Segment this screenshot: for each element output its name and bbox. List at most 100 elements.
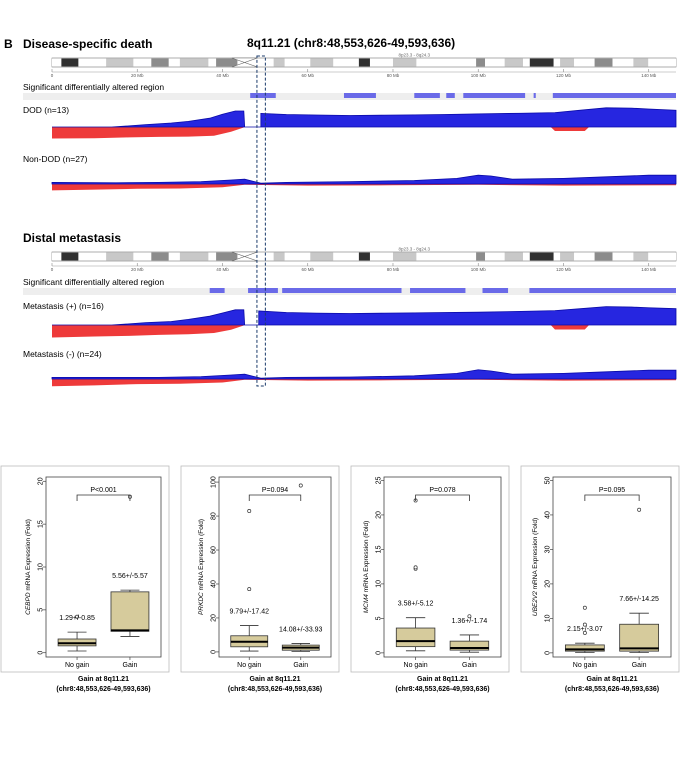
coordinate-tick-label: 20 Mb (131, 267, 144, 272)
chromosome-band (529, 58, 554, 67)
coordinate-tick-label: 80 Mb (387, 73, 400, 78)
band-label: 8p23.3 - 8q24.3 (399, 247, 431, 252)
significant-region (343, 93, 376, 98)
coordinate-tick-label: 40 Mb (216, 267, 229, 272)
gain-area (51, 369, 677, 380)
chromosome-band (358, 252, 370, 261)
pvalue-label: P<0.001 (90, 487, 116, 494)
pvalue-label: P=0.094 (262, 487, 288, 494)
outlier-point (413, 565, 418, 570)
mean-sd-annotation: 1.36+/-1.74 (452, 618, 488, 625)
box-iqr (449, 640, 490, 651)
chromosome-band (284, 58, 311, 67)
x-tick-label: No gain (573, 662, 597, 669)
profile-section-2: 8p23.3 - 8q24.3 0 20 Mb 40 Mb 60 Mb 80 Mb 100 … (23, 247, 677, 387)
coordinate-tick-label: 60 Mb (301, 267, 314, 272)
chromosome-band (594, 58, 613, 67)
region-title: 8q11.21 (chr8:48,553,626-49,593,636) (247, 36, 455, 50)
y-axis-label-gene: CEBPD (25, 592, 32, 615)
y-tick-label: 15 (38, 520, 45, 528)
chromosome-band (560, 58, 575, 67)
coordinate-tick-label: 120 Mb (556, 267, 572, 272)
x-axis-label-line1: Gain at 8q11.21 (587, 676, 638, 683)
y-axis-label: PRKDC mRNA Expression (Fold) (198, 519, 205, 615)
chromosome-band (560, 252, 575, 261)
outlier-point (247, 587, 252, 592)
outlier-point (298, 483, 303, 488)
centromere (231, 57, 258, 68)
chromosome-band (273, 58, 285, 67)
significant-region (209, 288, 225, 293)
coordinate-tick-label: 20 Mb (131, 73, 144, 78)
boxplots: 0 5 10 15 20 CEBPD mRNA Expression (Fold) 1.29… (0, 465, 680, 693)
chromosome-band (333, 252, 359, 261)
y-axis-label: UBE2V2 mRNA Expression (Fold) (532, 518, 539, 616)
x-tick-label: No gain (65, 662, 89, 669)
centromere (231, 251, 258, 262)
mean-sd-annotation: 14.08+/-33.93 (279, 626, 323, 633)
coordinate-tick-label: 140 Mb (641, 267, 657, 272)
chromosome-band (522, 252, 530, 261)
mean-sd-annotation: 1.29+/-0.85 (59, 615, 95, 622)
chromosome-band (78, 58, 107, 67)
pvalue-bracket (415, 494, 470, 501)
track-label: Metastasis (-) (n=24) (23, 349, 102, 359)
chromosome-band (133, 252, 152, 261)
chromosome-band (574, 252, 595, 261)
coordinate-tick-label: 0 (51, 267, 54, 272)
coordinate-tick-label: 100 Mb (471, 267, 487, 272)
chromosome-band (78, 252, 107, 261)
significant-region-label: Significant differentially altered regio… (23, 277, 164, 287)
loss-area (52, 127, 590, 139)
chromosome-band (594, 252, 613, 261)
chromosome-band (284, 252, 311, 261)
significant-region (410, 288, 466, 293)
chromosome-band (369, 252, 393, 261)
significant-region (552, 93, 676, 98)
chromosome-band (52, 58, 62, 67)
chromosome-band (369, 58, 393, 67)
chromosome-band (416, 252, 450, 261)
chromosome-band (216, 252, 238, 261)
chromosome-band (256, 58, 274, 67)
chromosome-band (648, 252, 676, 261)
pvalue-label: P=0.078 (429, 487, 455, 494)
plot-area (552, 476, 672, 658)
chromosome-band (648, 58, 676, 67)
x-tick-label: Gain (123, 662, 138, 669)
chromosome-band (392, 58, 417, 67)
chromosome-band (310, 58, 334, 67)
boxplot-ube2v2: 0 10 20 30 40 50 UBE2V2 mRNA Expression (Fold)… (520, 465, 680, 693)
chromosome-band (504, 58, 523, 67)
y-tick-label: 10 (38, 563, 45, 571)
chromosome-band (612, 58, 634, 67)
chromosome-band (485, 58, 505, 67)
y-axis-label-unit: mRNA Expression (Fold) (363, 521, 370, 594)
x-axis-label-line1: Gain at 8q11.21 (78, 676, 129, 683)
significant-region (414, 93, 440, 98)
outlier-point (582, 630, 587, 635)
significant-region (482, 288, 509, 293)
coordinate-tick-label: 140 Mb (641, 73, 657, 78)
chromosome-band (449, 58, 477, 67)
y-tick-label: 15 (376, 545, 383, 553)
gain-area (52, 306, 677, 326)
chromosome-band (179, 252, 209, 261)
chromosome-band (151, 58, 169, 67)
y-tick-label: 20 (211, 614, 218, 622)
y-tick-label: 10 (545, 614, 552, 622)
chromosome-band (522, 58, 530, 67)
x-tick-label: No gain (237, 662, 261, 669)
outlier-point (247, 509, 252, 513)
chromosome-band (485, 252, 505, 261)
chromosome-band (61, 58, 79, 67)
mean-sd-annotation: 9.79+/-17.42 (229, 609, 269, 616)
y-tick-label: 30 (545, 545, 552, 553)
y-tick-label: 0 (376, 651, 383, 655)
x-axis-label-line2: (chr8:48,553,626-49,593,636) (395, 686, 489, 693)
y-tick-label: 20 (38, 477, 45, 485)
mean-sd-annotation: 3.58+/-5.12 (398, 601, 434, 608)
box-iqr (619, 623, 660, 652)
boxplot-prkdc: 0 20 40 60 80 100 PRKDC mRNA Expression (Fold)… (180, 465, 340, 693)
chromosome-band (553, 58, 561, 67)
